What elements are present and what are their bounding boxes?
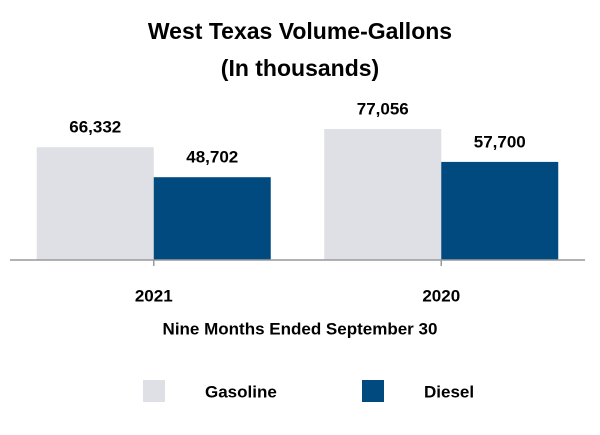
legend-swatch	[362, 380, 384, 402]
bar	[441, 161, 559, 260]
x-tick-label: 2020	[422, 286, 460, 305]
x-axis-title: Nine Months Ended September 30	[163, 319, 438, 338]
legend-label: Diesel	[424, 382, 474, 401]
value-label: 66,332	[69, 118, 121, 137]
legend-label: Gasoline	[205, 382, 277, 401]
value-label: 77,056	[357, 99, 409, 118]
x-tick-label: 2021	[135, 286, 173, 305]
bar	[324, 129, 442, 260]
bar	[153, 177, 271, 260]
value-label: 57,700	[474, 132, 526, 151]
chart-title: West Texas Volume-Gallons	[148, 18, 452, 44]
chart-subtitle: (In thousands)	[221, 55, 379, 81]
bar	[36, 147, 154, 260]
value-label: 48,702	[186, 148, 238, 167]
legend-swatch	[143, 380, 165, 402]
